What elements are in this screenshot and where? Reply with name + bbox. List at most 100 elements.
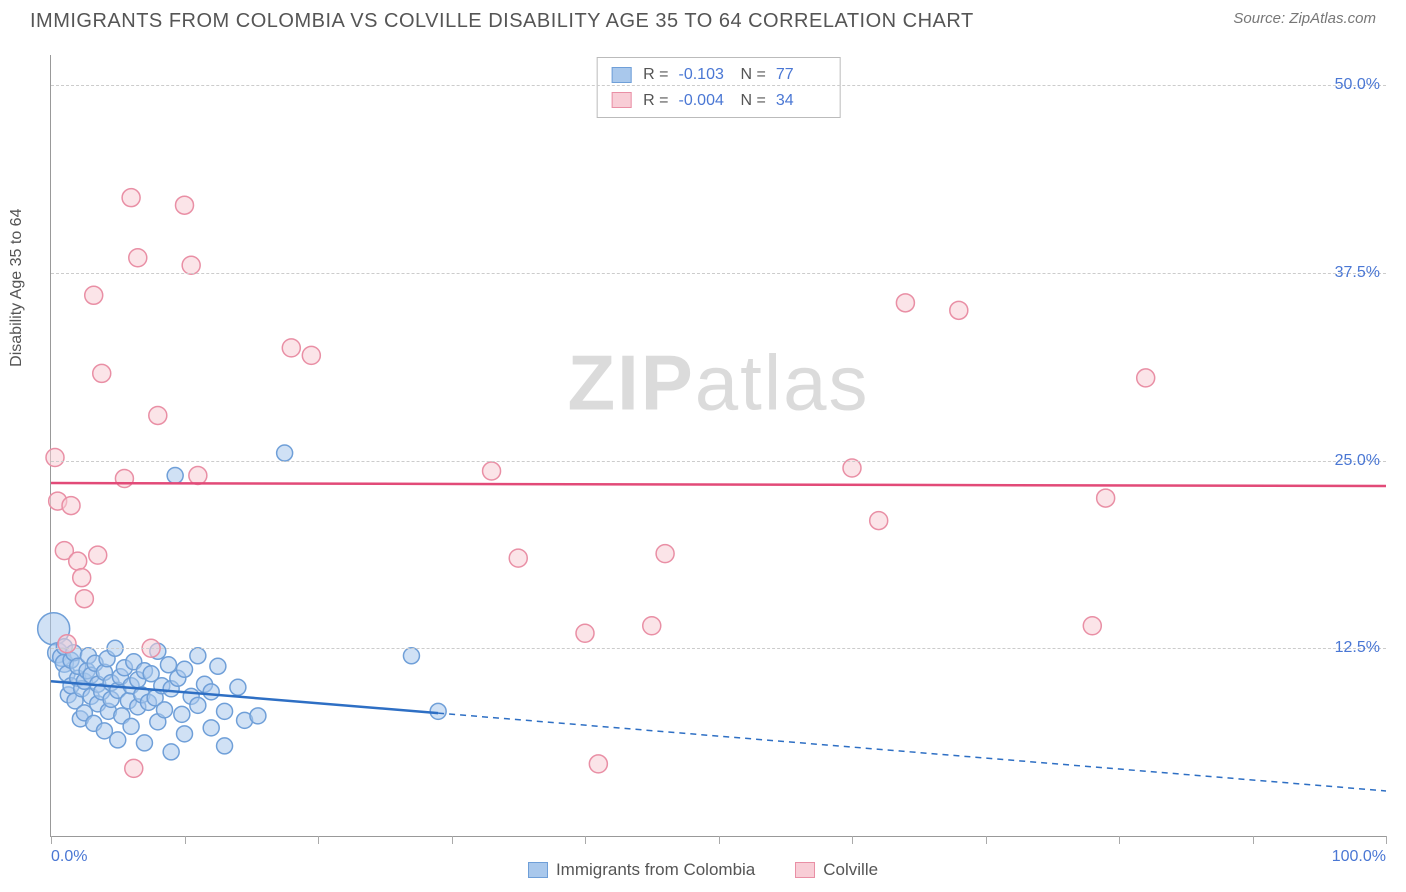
colombia-point xyxy=(177,726,193,742)
legend-swatch xyxy=(611,92,631,108)
colombia-point xyxy=(203,684,219,700)
colville-point xyxy=(896,294,914,312)
x-tick xyxy=(185,836,186,844)
colville-trend-line xyxy=(51,483,1386,486)
legend-label: Colville xyxy=(823,860,878,880)
chart-title: IMMIGRANTS FROM COLOMBIA VS COLVILLE DIS… xyxy=(30,10,974,33)
legend-swatch xyxy=(611,67,631,83)
n-value: 77 xyxy=(776,62,826,88)
colville-point xyxy=(85,286,103,304)
colville-point xyxy=(149,406,167,424)
colville-point xyxy=(176,196,194,214)
colombia-point xyxy=(163,744,179,760)
colville-point xyxy=(93,364,111,382)
x-tick xyxy=(1119,836,1120,844)
colombia-point xyxy=(160,657,176,673)
colville-point xyxy=(46,449,64,467)
grid-line xyxy=(51,461,1386,462)
grid-line xyxy=(51,85,1386,86)
legend-series: Immigrants from Colombia Colville xyxy=(0,860,1406,880)
colville-point xyxy=(643,617,661,635)
colombia-point xyxy=(174,706,190,722)
colville-point xyxy=(483,462,501,480)
source-label: Source: xyxy=(1233,10,1289,27)
x-tick xyxy=(852,836,853,844)
colville-point xyxy=(129,249,147,267)
colville-point xyxy=(58,635,76,653)
colombia-point xyxy=(167,468,183,484)
x-tick xyxy=(986,836,987,844)
chart-plot-area: ZIPatlas 0.0% 100.0% R =-0.103N =77R =-0… xyxy=(50,55,1386,837)
colville-point xyxy=(69,552,87,570)
x-tick xyxy=(1386,836,1387,844)
colville-point xyxy=(950,301,968,319)
colville-point xyxy=(73,569,91,587)
y-tick-label: 37.5% xyxy=(1335,264,1380,282)
colville-point xyxy=(302,346,320,364)
r-label: R = xyxy=(643,88,668,114)
r-value: -0.103 xyxy=(679,62,729,88)
y-axis-label: Disability Age 35 to 64 xyxy=(8,209,26,367)
colombia-point xyxy=(250,708,266,724)
n-label: N = xyxy=(741,88,766,114)
colville-point xyxy=(75,590,93,608)
colville-point xyxy=(189,467,207,485)
y-tick-label: 50.0% xyxy=(1335,76,1380,94)
colombia-point xyxy=(123,718,139,734)
colombia-point xyxy=(230,679,246,695)
legend-item-colombia: Immigrants from Colombia xyxy=(528,860,755,880)
colombia-point xyxy=(217,703,233,719)
colombia-point xyxy=(430,703,446,719)
colombia-point xyxy=(277,445,293,461)
colville-point xyxy=(656,545,674,563)
colville-point xyxy=(125,759,143,777)
x-tick xyxy=(1253,836,1254,844)
x-tick xyxy=(51,836,52,844)
colombia-point xyxy=(203,720,219,736)
colombia-point xyxy=(156,702,172,718)
r-label: R = xyxy=(643,62,668,88)
colombia-point xyxy=(110,732,126,748)
colville-point xyxy=(1097,489,1115,507)
x-tick xyxy=(585,836,586,844)
plot-svg xyxy=(51,55,1386,836)
x-tick xyxy=(719,836,720,844)
colombia-point xyxy=(210,658,226,674)
r-value: -0.004 xyxy=(679,88,729,114)
legend-stats: R = -0.103 N = 77 R = -0.004 N = 34 xyxy=(596,57,841,118)
colville-point xyxy=(870,512,888,530)
colville-point xyxy=(509,549,527,567)
colville-point xyxy=(282,339,300,357)
colombia-point xyxy=(177,661,193,677)
source: Source: ZipAtlas.com xyxy=(1233,10,1376,28)
colville-point xyxy=(1083,617,1101,635)
colville-point xyxy=(62,497,80,515)
colville-point xyxy=(89,546,107,564)
colville-point xyxy=(1137,369,1155,387)
colombia-point xyxy=(136,735,152,751)
n-value: 34 xyxy=(776,88,826,114)
y-tick-label: 12.5% xyxy=(1335,639,1380,657)
x-tick xyxy=(452,836,453,844)
x-tick xyxy=(318,836,319,844)
legend-item-colville: Colville xyxy=(795,860,878,880)
colville-point xyxy=(115,470,133,488)
n-label: N = xyxy=(741,62,766,88)
colombia-trend-line-extrapolated xyxy=(438,713,1386,791)
colombia-point xyxy=(403,648,419,664)
grid-line xyxy=(51,273,1386,274)
colville-point xyxy=(843,459,861,477)
colville-point xyxy=(589,755,607,773)
legend-swatch xyxy=(528,862,548,878)
colville-point xyxy=(122,189,140,207)
colombia-point xyxy=(190,648,206,664)
colville-point xyxy=(576,624,594,642)
grid-line xyxy=(51,648,1386,649)
colombia-point xyxy=(190,697,206,713)
y-tick-label: 25.0% xyxy=(1335,452,1380,470)
source-name: ZipAtlas.com xyxy=(1289,10,1376,27)
legend-swatch xyxy=(795,862,815,878)
legend-stats-row-colville: R = -0.004 N = 34 xyxy=(611,88,826,114)
colville-point xyxy=(182,256,200,274)
colombia-point xyxy=(217,738,233,754)
